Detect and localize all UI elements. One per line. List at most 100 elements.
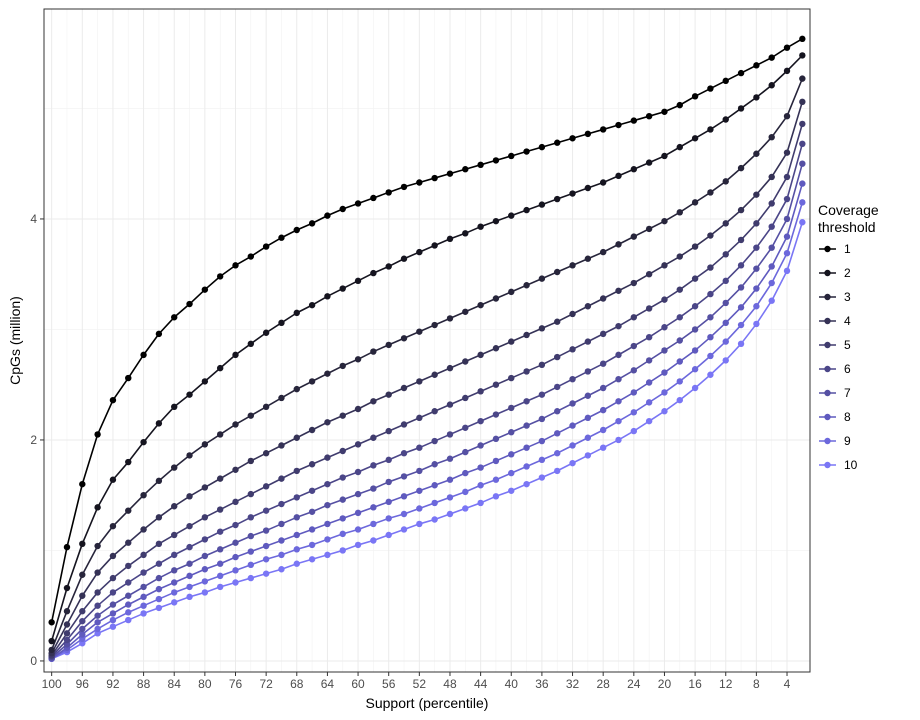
data-point [462, 358, 469, 365]
data-point [661, 347, 668, 354]
data-point [109, 476, 117, 483]
data-point [615, 417, 622, 425]
data-point [477, 442, 484, 449]
data-point [477, 388, 484, 395]
data-point [523, 398, 530, 405]
data-point [416, 248, 423, 256]
data-point [416, 378, 423, 385]
data-point [783, 250, 791, 257]
x-tick-label: 12 [719, 677, 733, 691]
data-point [140, 526, 147, 533]
data-point [324, 212, 331, 219]
data-point [155, 595, 163, 603]
data-point [492, 157, 500, 164]
data-point [140, 602, 147, 609]
data-point [538, 325, 546, 332]
y-axis-title: CpGs (million) [7, 296, 23, 385]
data-point [737, 321, 745, 329]
data-point [615, 398, 622, 405]
data-point [155, 330, 163, 338]
data-point [324, 480, 331, 488]
series-2 [48, 52, 806, 645]
data-point [753, 220, 760, 227]
data-point [691, 384, 699, 392]
data-point [324, 419, 331, 426]
legend-label: 5 [844, 338, 851, 352]
series-8 [48, 180, 806, 662]
data-point [431, 482, 438, 489]
data-point [171, 567, 178, 574]
data-point [799, 75, 806, 82]
data-point [768, 263, 775, 270]
data-point [753, 191, 760, 198]
data-point [385, 263, 392, 270]
data-point [324, 501, 331, 509]
legend-item-8: 8 [819, 410, 851, 424]
data-point [661, 296, 668, 303]
data-point [462, 394, 469, 402]
data-point [48, 637, 55, 645]
data-point [768, 133, 775, 141]
x-tick-label: 24 [627, 677, 641, 691]
data-point [768, 223, 775, 230]
data-point [554, 139, 561, 146]
data-point [400, 493, 408, 500]
data-point [354, 526, 362, 533]
data-point [707, 352, 714, 360]
data-point [94, 630, 101, 637]
legend-item-4: 4 [819, 314, 851, 328]
data-point [722, 338, 729, 345]
data-point [676, 396, 683, 404]
data-point [339, 515, 346, 522]
data-point [94, 589, 101, 596]
data-point [232, 466, 239, 473]
data-point [354, 356, 362, 363]
data-point [370, 269, 377, 277]
data-point [416, 414, 423, 422]
data-point [339, 362, 346, 370]
x-tick-label: 60 [351, 677, 365, 691]
data-point [155, 574, 163, 582]
data-point [707, 290, 714, 298]
data-point [278, 475, 285, 482]
data-point [140, 593, 147, 601]
data-point [584, 452, 592, 459]
data-point [385, 531, 392, 539]
data-point [354, 441, 362, 448]
data-point [293, 385, 300, 393]
data-point [79, 617, 86, 625]
data-point [262, 527, 270, 534]
data-point [645, 159, 653, 166]
data-point [63, 630, 71, 637]
data-point [431, 408, 438, 415]
data-point [155, 604, 163, 612]
data-point [554, 450, 561, 457]
data-point [171, 503, 178, 510]
data-point [324, 520, 331, 528]
data-point [216, 583, 224, 591]
data-point [339, 547, 346, 554]
data-point [140, 438, 147, 446]
legend-key-point [824, 437, 831, 445]
data-point [477, 301, 484, 309]
legend-item-1: 1 [819, 242, 851, 256]
data-point [247, 457, 255, 465]
data-point [691, 326, 699, 333]
data-point [661, 108, 668, 115]
data-point [737, 304, 745, 311]
data-point [155, 420, 163, 427]
data-point [615, 375, 622, 383]
data-point [416, 444, 423, 451]
data-point [462, 424, 469, 431]
data-point [691, 93, 699, 100]
data-point [201, 514, 209, 521]
legend-key-point [824, 413, 831, 421]
data-point [599, 248, 607, 256]
data-point [339, 530, 346, 538]
data-point [645, 305, 653, 312]
data-point [400, 255, 408, 262]
data-point [554, 467, 561, 475]
y-tick-label: 4 [30, 212, 37, 226]
data-point [615, 121, 622, 129]
data-point [630, 367, 638, 374]
